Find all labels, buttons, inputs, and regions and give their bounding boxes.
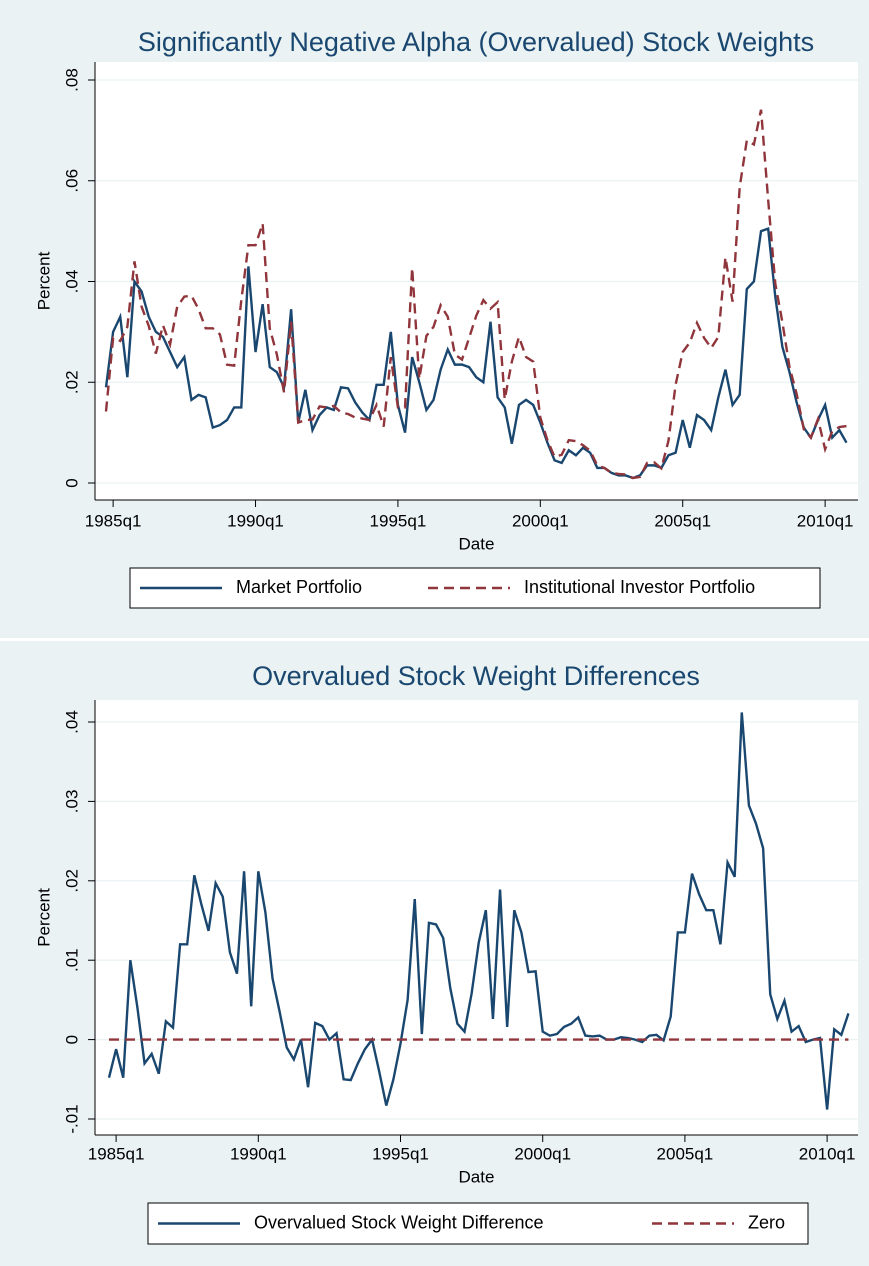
chart-title: Significantly Negative Alpha (Overvalued… — [138, 27, 814, 57]
plot-area — [95, 700, 858, 1135]
y-tick-label: .01 — [62, 948, 81, 972]
y-tick-label: 0 — [62, 1035, 81, 1044]
x-tick-label: 1990q1 — [230, 1144, 287, 1163]
x-tick-label: 2000q1 — [512, 511, 569, 530]
x-axis-title: Date — [459, 1167, 495, 1186]
y-axis-title: Percent — [34, 251, 53, 310]
x-tick-label: 2005q1 — [654, 511, 711, 530]
x-tick-label: 2000q1 — [514, 1144, 571, 1163]
x-tick-label: 1995q1 — [372, 1144, 429, 1163]
y-axis-title: Percent — [34, 888, 53, 947]
x-tick-label: 2010q1 — [797, 511, 854, 530]
y-tick-label: -.01 — [62, 1104, 81, 1133]
x-tick-label: 2010q1 — [799, 1144, 856, 1163]
legend-label: Institutional Investor Portfolio — [524, 577, 755, 597]
legend — [129, 567, 821, 609]
x-tick-label: 1985q1 — [88, 1144, 145, 1163]
x-tick-label: 1995q1 — [370, 511, 427, 530]
y-tick-label: 0 — [62, 478, 81, 487]
series-line — [104, 226, 848, 480]
x-tick-label: 2005q1 — [657, 1144, 714, 1163]
x-tick-label: 1990q1 — [227, 511, 284, 530]
x-axis-title: Date — [459, 534, 495, 553]
y-tick-label: .03 — [62, 790, 81, 814]
y-tick-label: .02 — [62, 370, 81, 394]
chart-title: Overvalued Stock Weight Differences — [252, 661, 700, 691]
legend-label: Overvalued Stock Weight Difference — [254, 1212, 543, 1232]
legend-label: Market Portfolio — [236, 577, 362, 597]
legend — [147, 1202, 809, 1245]
y-tick-label: .08 — [62, 68, 81, 92]
series-line — [107, 712, 850, 1110]
y-tick-label: .04 — [62, 270, 81, 294]
x-tick-label: 1985q1 — [85, 511, 142, 530]
series-line — [104, 109, 847, 480]
y-tick-label: .06 — [62, 169, 81, 193]
legend-label: Zero — [748, 1212, 785, 1232]
y-tick-label: .04 — [62, 710, 81, 734]
y-tick-label: .02 — [62, 869, 81, 893]
